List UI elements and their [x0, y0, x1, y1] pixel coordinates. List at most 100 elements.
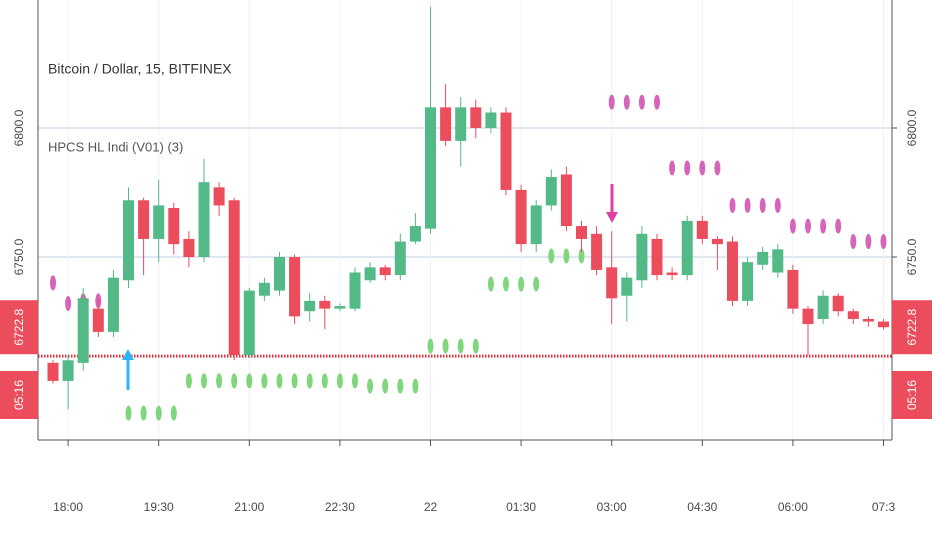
candle-body: [409, 226, 421, 242]
candle-body: [62, 360, 74, 381]
level-dot: [714, 160, 721, 176]
candle-body: [727, 241, 738, 301]
x-tick-label: 19:30: [144, 500, 174, 514]
level-dot: [744, 197, 751, 213]
level-dot: [412, 378, 419, 394]
level-dot: [654, 94, 660, 110]
candle-body: [364, 267, 376, 281]
level-dot: [608, 94, 615, 110]
level-dot: [201, 373, 207, 389]
level-dot: [759, 197, 766, 213]
level-dot: [397, 378, 404, 394]
level-dot: [231, 373, 238, 389]
price-label-box: [0, 300, 38, 355]
countdown-label: 05:16: [905, 380, 919, 410]
level-dot: [140, 405, 147, 421]
level-dot: [835, 218, 842, 234]
plot-area: [38, 0, 892, 440]
candle-body: [757, 251, 769, 265]
candle-body: [440, 107, 452, 141]
candle-body: [334, 306, 346, 309]
candle-body: [228, 200, 240, 356]
candle-body: [515, 189, 527, 245]
candle-body: [847, 311, 859, 319]
candle-body: [77, 298, 89, 363]
candle-body: [576, 226, 587, 239]
level-dot: [805, 218, 811, 234]
level-dot: [50, 275, 56, 291]
level-dot: [442, 338, 449, 354]
x-tick-label: 03:00: [597, 500, 627, 514]
candle-body: [591, 233, 603, 270]
candle-body: [681, 220, 693, 276]
level-dot: [155, 405, 162, 421]
level-dot: [352, 373, 358, 389]
candle-body: [258, 282, 270, 296]
level-dot: [789, 218, 796, 234]
candle-body: [138, 200, 150, 239]
level-dot: [65, 295, 72, 311]
candle-body: [817, 295, 829, 319]
level-dot: [533, 276, 540, 292]
level-dot: [518, 276, 525, 292]
candle-body: [485, 112, 497, 128]
candle-body: [560, 174, 572, 227]
countdown-box: [0, 371, 38, 419]
level-dot: [291, 373, 298, 389]
level-dot: [669, 160, 676, 176]
candle-body: [802, 308, 814, 325]
candle-body: [243, 290, 255, 356]
candle-body: [107, 277, 119, 332]
level-dot: [548, 248, 555, 264]
candle-body: [696, 220, 708, 239]
level-dot: [623, 94, 630, 110]
candle-body: [304, 300, 316, 312]
x-tick-label: 07:3: [872, 500, 896, 514]
candle-body: [862, 318, 874, 322]
chart-title: Bitcoin / Dollar, 15, BITFINEX: [48, 61, 232, 77]
level-dot: [638, 94, 645, 110]
x-tick-label: 04:30: [687, 500, 717, 514]
candle-body: [621, 277, 633, 296]
price-label: 6722.8: [905, 309, 919, 346]
countdown-label: 05:16: [12, 380, 26, 410]
level-dot: [367, 378, 374, 394]
level-dot: [321, 373, 328, 389]
candle-body: [183, 238, 195, 258]
level-dot: [820, 218, 827, 234]
candle-body: [711, 238, 723, 245]
candle-body: [425, 107, 436, 229]
level-dot: [125, 405, 132, 421]
candle-body: [651, 238, 663, 276]
level-dot: [774, 197, 781, 213]
candle-body: [636, 233, 648, 281]
x-tick-label: 06:00: [778, 500, 808, 514]
level-dot: [684, 160, 691, 176]
candle-body: [289, 257, 301, 317]
buy-arrow: [122, 349, 134, 390]
level-dot: [185, 373, 192, 389]
level-dot: [563, 248, 570, 264]
price-label: 6722.8: [12, 309, 26, 346]
candle-body: [455, 107, 467, 141]
candle-body: [666, 272, 678, 276]
x-tick-label: 22:30: [325, 500, 355, 514]
level-dot: [306, 373, 313, 389]
candle-body: [500, 112, 512, 190]
candle-body: [606, 267, 618, 299]
x-tick-label: 22: [424, 500, 438, 514]
level-dot: [487, 276, 494, 292]
candle-body: [742, 262, 754, 301]
candle-body: [349, 272, 361, 309]
candle-body: [878, 321, 889, 328]
level-dot: [578, 248, 585, 264]
candle-body: [274, 257, 285, 291]
candle-body: [153, 205, 165, 239]
candle-body: [832, 295, 844, 312]
candle-body: [379, 267, 391, 276]
level-dot: [170, 405, 177, 421]
level-dot: [503, 276, 509, 292]
candle-body: [394, 241, 406, 276]
